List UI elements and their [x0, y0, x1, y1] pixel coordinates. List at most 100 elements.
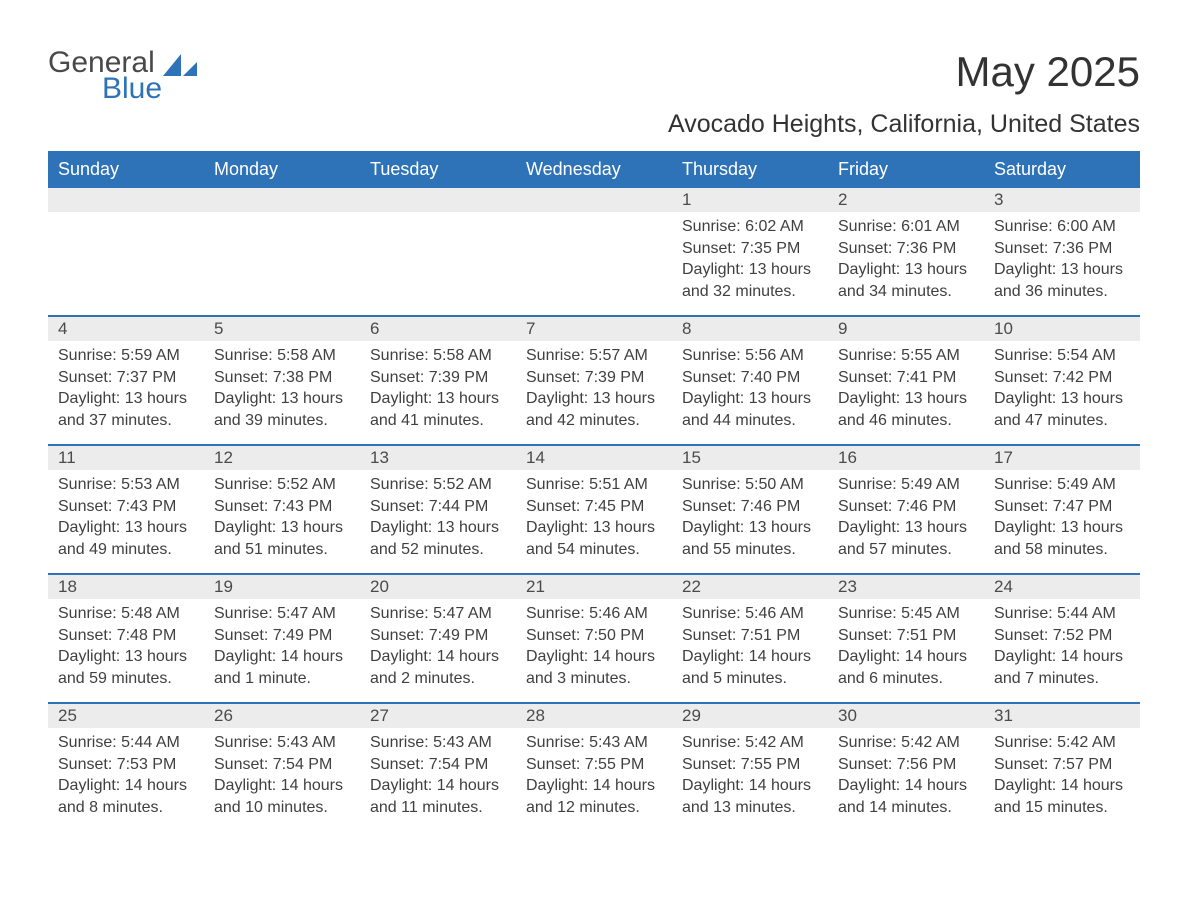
day-number-cell: 3 — [984, 187, 1140, 212]
day-number-cell: 18 — [48, 574, 204, 599]
day-content-cell: Sunrise: 5:58 AMSunset: 7:39 PMDaylight:… — [360, 341, 516, 445]
day-content-cell: Sunrise: 5:42 AMSunset: 7:56 PMDaylight:… — [828, 728, 984, 832]
sunrise-text: Sunrise: 5:58 AM — [214, 345, 350, 367]
sunset-text: Sunset: 7:36 PM — [838, 238, 974, 260]
day-content-cell: Sunrise: 5:47 AMSunset: 7:49 PMDaylight:… — [360, 599, 516, 703]
sunset-text: Sunset: 7:35 PM — [682, 238, 818, 260]
sunset-text: Sunset: 7:43 PM — [58, 496, 194, 518]
daylight-text: Daylight: 14 hours and 7 minutes. — [994, 646, 1130, 689]
daylight-text: Daylight: 13 hours and 34 minutes. — [838, 259, 974, 302]
day-number-cell: 29 — [672, 703, 828, 728]
day-number-cell: 27 — [360, 703, 516, 728]
day-content-cell: Sunrise: 5:47 AMSunset: 7:49 PMDaylight:… — [204, 599, 360, 703]
day-content-cell: Sunrise: 5:57 AMSunset: 7:39 PMDaylight:… — [516, 341, 672, 445]
sunset-text: Sunset: 7:42 PM — [994, 367, 1130, 389]
daylight-text: Daylight: 13 hours and 32 minutes. — [682, 259, 818, 302]
daylight-text: Daylight: 14 hours and 11 minutes. — [370, 775, 506, 818]
sunset-text: Sunset: 7:46 PM — [838, 496, 974, 518]
daylight-text: Daylight: 13 hours and 36 minutes. — [994, 259, 1130, 302]
sunrise-text: Sunrise: 5:46 AM — [526, 603, 662, 625]
sunset-text: Sunset: 7:51 PM — [838, 625, 974, 647]
day-content-cell — [204, 212, 360, 316]
day-number-cell: 4 — [48, 316, 204, 341]
content-row: Sunrise: 5:53 AMSunset: 7:43 PMDaylight:… — [48, 470, 1140, 574]
sunset-text: Sunset: 7:55 PM — [526, 754, 662, 776]
sunset-text: Sunset: 7:47 PM — [994, 496, 1130, 518]
day-content-cell: Sunrise: 6:02 AMSunset: 7:35 PMDaylight:… — [672, 212, 828, 316]
sunset-text: Sunset: 7:44 PM — [370, 496, 506, 518]
day-number-cell: 5 — [204, 316, 360, 341]
sunset-text: Sunset: 7:56 PM — [838, 754, 974, 776]
daylight-text: Daylight: 13 hours and 39 minutes. — [214, 388, 350, 431]
logo-sail-icon — [163, 54, 197, 80]
sunset-text: Sunset: 7:43 PM — [214, 496, 350, 518]
daylight-text: Daylight: 14 hours and 14 minutes. — [838, 775, 974, 818]
day-number-cell: 12 — [204, 445, 360, 470]
sunset-text: Sunset: 7:40 PM — [682, 367, 818, 389]
day-number-cell — [360, 187, 516, 212]
weekday-monday: Monday — [204, 152, 360, 187]
day-content-cell: Sunrise: 5:43 AMSunset: 7:54 PMDaylight:… — [204, 728, 360, 832]
sunset-text: Sunset: 7:55 PM — [682, 754, 818, 776]
sunrise-text: Sunrise: 5:47 AM — [214, 603, 350, 625]
daynum-row: 11121314151617 — [48, 445, 1140, 470]
day-content-cell: Sunrise: 5:42 AMSunset: 7:55 PMDaylight:… — [672, 728, 828, 832]
sunrise-text: Sunrise: 6:02 AM — [682, 216, 818, 238]
sunrise-text: Sunrise: 5:48 AM — [58, 603, 194, 625]
sunset-text: Sunset: 7:49 PM — [214, 625, 350, 647]
sunrise-text: Sunrise: 5:42 AM — [682, 732, 818, 754]
month-title: May 2025 — [956, 48, 1140, 96]
daynum-row: 25262728293031 — [48, 703, 1140, 728]
day-content-cell: Sunrise: 5:50 AMSunset: 7:46 PMDaylight:… — [672, 470, 828, 574]
daylight-text: Daylight: 14 hours and 13 minutes. — [682, 775, 818, 818]
sunrise-text: Sunrise: 6:00 AM — [994, 216, 1130, 238]
sunrise-text: Sunrise: 5:50 AM — [682, 474, 818, 496]
day-content-cell — [360, 212, 516, 316]
daylight-text: Daylight: 14 hours and 1 minute. — [214, 646, 350, 689]
daylight-text: Daylight: 13 hours and 58 minutes. — [994, 517, 1130, 560]
sunrise-text: Sunrise: 5:49 AM — [838, 474, 974, 496]
sunrise-text: Sunrise: 5:49 AM — [994, 474, 1130, 496]
daylight-text: Daylight: 14 hours and 6 minutes. — [838, 646, 974, 689]
day-content-cell: Sunrise: 5:48 AMSunset: 7:48 PMDaylight:… — [48, 599, 204, 703]
day-number-cell: 16 — [828, 445, 984, 470]
day-number-cell: 22 — [672, 574, 828, 599]
weekday-tuesday: Tuesday — [360, 152, 516, 187]
day-number-cell: 15 — [672, 445, 828, 470]
day-number-cell: 21 — [516, 574, 672, 599]
sunrise-text: Sunrise: 5:53 AM — [58, 474, 194, 496]
calendar-table: Sunday Monday Tuesday Wednesday Thursday… — [48, 151, 1140, 832]
daylight-text: Daylight: 13 hours and 42 minutes. — [526, 388, 662, 431]
sunrise-text: Sunrise: 5:43 AM — [214, 732, 350, 754]
daynum-row: 18192021222324 — [48, 574, 1140, 599]
content-row: Sunrise: 5:44 AMSunset: 7:53 PMDaylight:… — [48, 728, 1140, 832]
daylight-text: Daylight: 13 hours and 47 minutes. — [994, 388, 1130, 431]
daylight-text: Daylight: 13 hours and 37 minutes. — [58, 388, 194, 431]
day-number-cell: 26 — [204, 703, 360, 728]
day-number-cell: 9 — [828, 316, 984, 341]
weekday-wednesday: Wednesday — [516, 152, 672, 187]
day-content-cell: Sunrise: 5:59 AMSunset: 7:37 PMDaylight:… — [48, 341, 204, 445]
sunrise-text: Sunrise: 5:55 AM — [838, 345, 974, 367]
sunset-text: Sunset: 7:54 PM — [214, 754, 350, 776]
day-content-cell: Sunrise: 5:49 AMSunset: 7:46 PMDaylight:… — [828, 470, 984, 574]
day-content-cell: Sunrise: 5:56 AMSunset: 7:40 PMDaylight:… — [672, 341, 828, 445]
sunset-text: Sunset: 7:53 PM — [58, 754, 194, 776]
daylight-text: Daylight: 13 hours and 54 minutes. — [526, 517, 662, 560]
daylight-text: Daylight: 13 hours and 59 minutes. — [58, 646, 194, 689]
sunrise-text: Sunrise: 5:59 AM — [58, 345, 194, 367]
sunrise-text: Sunrise: 5:44 AM — [994, 603, 1130, 625]
sunset-text: Sunset: 7:37 PM — [58, 367, 194, 389]
sunrise-text: Sunrise: 5:52 AM — [370, 474, 506, 496]
day-number-cell: 2 — [828, 187, 984, 212]
sunrise-text: Sunrise: 5:52 AM — [214, 474, 350, 496]
daylight-text: Daylight: 14 hours and 12 minutes. — [526, 775, 662, 818]
day-number-cell: 10 — [984, 316, 1140, 341]
sunrise-text: Sunrise: 5:46 AM — [682, 603, 818, 625]
daynum-row: 123 — [48, 187, 1140, 212]
sunrise-text: Sunrise: 5:51 AM — [526, 474, 662, 496]
day-number-cell: 6 — [360, 316, 516, 341]
day-content-cell: Sunrise: 5:58 AMSunset: 7:38 PMDaylight:… — [204, 341, 360, 445]
sunrise-text: Sunrise: 6:01 AM — [838, 216, 974, 238]
day-number-cell: 23 — [828, 574, 984, 599]
